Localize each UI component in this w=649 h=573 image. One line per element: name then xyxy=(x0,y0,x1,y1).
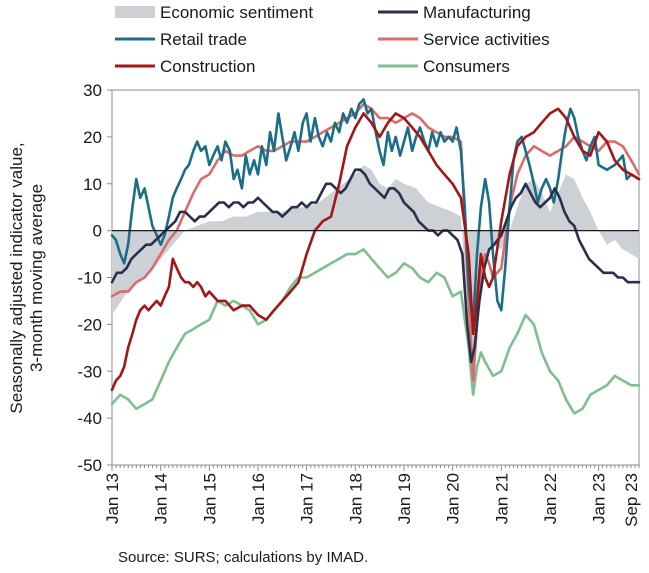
series-retail-line xyxy=(110,98,641,326)
legend-item-retail-trade: Retail trade xyxy=(115,30,247,49)
x-tick-label: Jan 19 xyxy=(395,473,414,524)
y-axis-title-line-2: 3-month moving average xyxy=(27,184,46,372)
source-note: Source: SURS; calculations by IMAD. xyxy=(118,549,368,566)
x-tick-label: Jan 23 xyxy=(590,473,609,524)
series-layer xyxy=(110,98,641,415)
legend-item-service-activities: Service activities xyxy=(378,30,550,49)
x-tick-label: Jan 16 xyxy=(249,473,268,524)
y-tick-label: 20 xyxy=(83,128,102,147)
y-tick-label: 10 xyxy=(83,175,102,194)
plot-frame xyxy=(111,89,640,466)
legend-item-economic-sentiment: Economic sentiment xyxy=(115,3,313,22)
y-tick-label: 0 xyxy=(93,222,102,241)
x-tick-label: Jan 17 xyxy=(298,473,317,524)
y-tick-label: -50 xyxy=(77,456,102,475)
legend-label-manufacturing: Manufacturing xyxy=(423,3,531,22)
y-tick-label: -40 xyxy=(77,409,102,428)
legend-item-manufacturing: Manufacturing xyxy=(378,3,531,22)
y-axis: 30 20 10 0 -10 -20 -30 -40 -50 xyxy=(77,81,112,475)
x-tick-label: Jan 21 xyxy=(492,473,511,524)
x-tick-label: Jan 14 xyxy=(152,473,171,524)
legend-item-consumers: Consumers xyxy=(378,57,510,76)
legend-swatch-economic-sentiment xyxy=(115,6,155,18)
y-tick-label: -20 xyxy=(77,315,102,334)
x-axis: Jan 13 Jan 14 Jan 15 Jan 16 Jan 17 Jan 18 Jan … xyxy=(103,465,641,527)
series-economic-sentiment-area xyxy=(112,165,639,358)
x-tick-label: Sep 23 xyxy=(622,473,641,527)
legend-label-service-activities: Service activities xyxy=(423,30,550,49)
legend-label-retail-trade: Retail trade xyxy=(160,30,247,49)
y-axis-title: Seasonally adjusted indicator value, 3-m… xyxy=(7,142,46,413)
series-construction-line xyxy=(110,107,641,392)
y-tick-label: 30 xyxy=(83,81,102,100)
x-tick-label: Jan 13 xyxy=(103,473,122,524)
y-axis-title-line-1: Seasonally adjusted indicator value, xyxy=(7,142,26,413)
legend-label-construction: Construction xyxy=(160,57,255,76)
series-manufacturing-line xyxy=(110,168,641,364)
source-prefix: Source: xyxy=(118,549,174,566)
series-service-line xyxy=(110,102,641,382)
legend-label-consumers: Consumers xyxy=(423,57,510,76)
x-tick-label: Jan 15 xyxy=(200,473,219,524)
legend-item-construction: Construction xyxy=(115,57,255,76)
x-tick-label: Jan 20 xyxy=(444,473,463,524)
series-consumers-line xyxy=(110,248,641,415)
legend: Economic sentiment Manufacturing Retail … xyxy=(115,3,550,76)
y-tick-label: -30 xyxy=(77,362,102,381)
source-text: SURS; calculations by IMAD. xyxy=(174,549,368,566)
y-tick-label: -10 xyxy=(77,269,102,288)
x-tick-label: Jan 22 xyxy=(541,473,560,524)
x-tick-label: Jan 18 xyxy=(346,473,365,524)
legend-label-economic-sentiment: Economic sentiment xyxy=(160,3,313,22)
